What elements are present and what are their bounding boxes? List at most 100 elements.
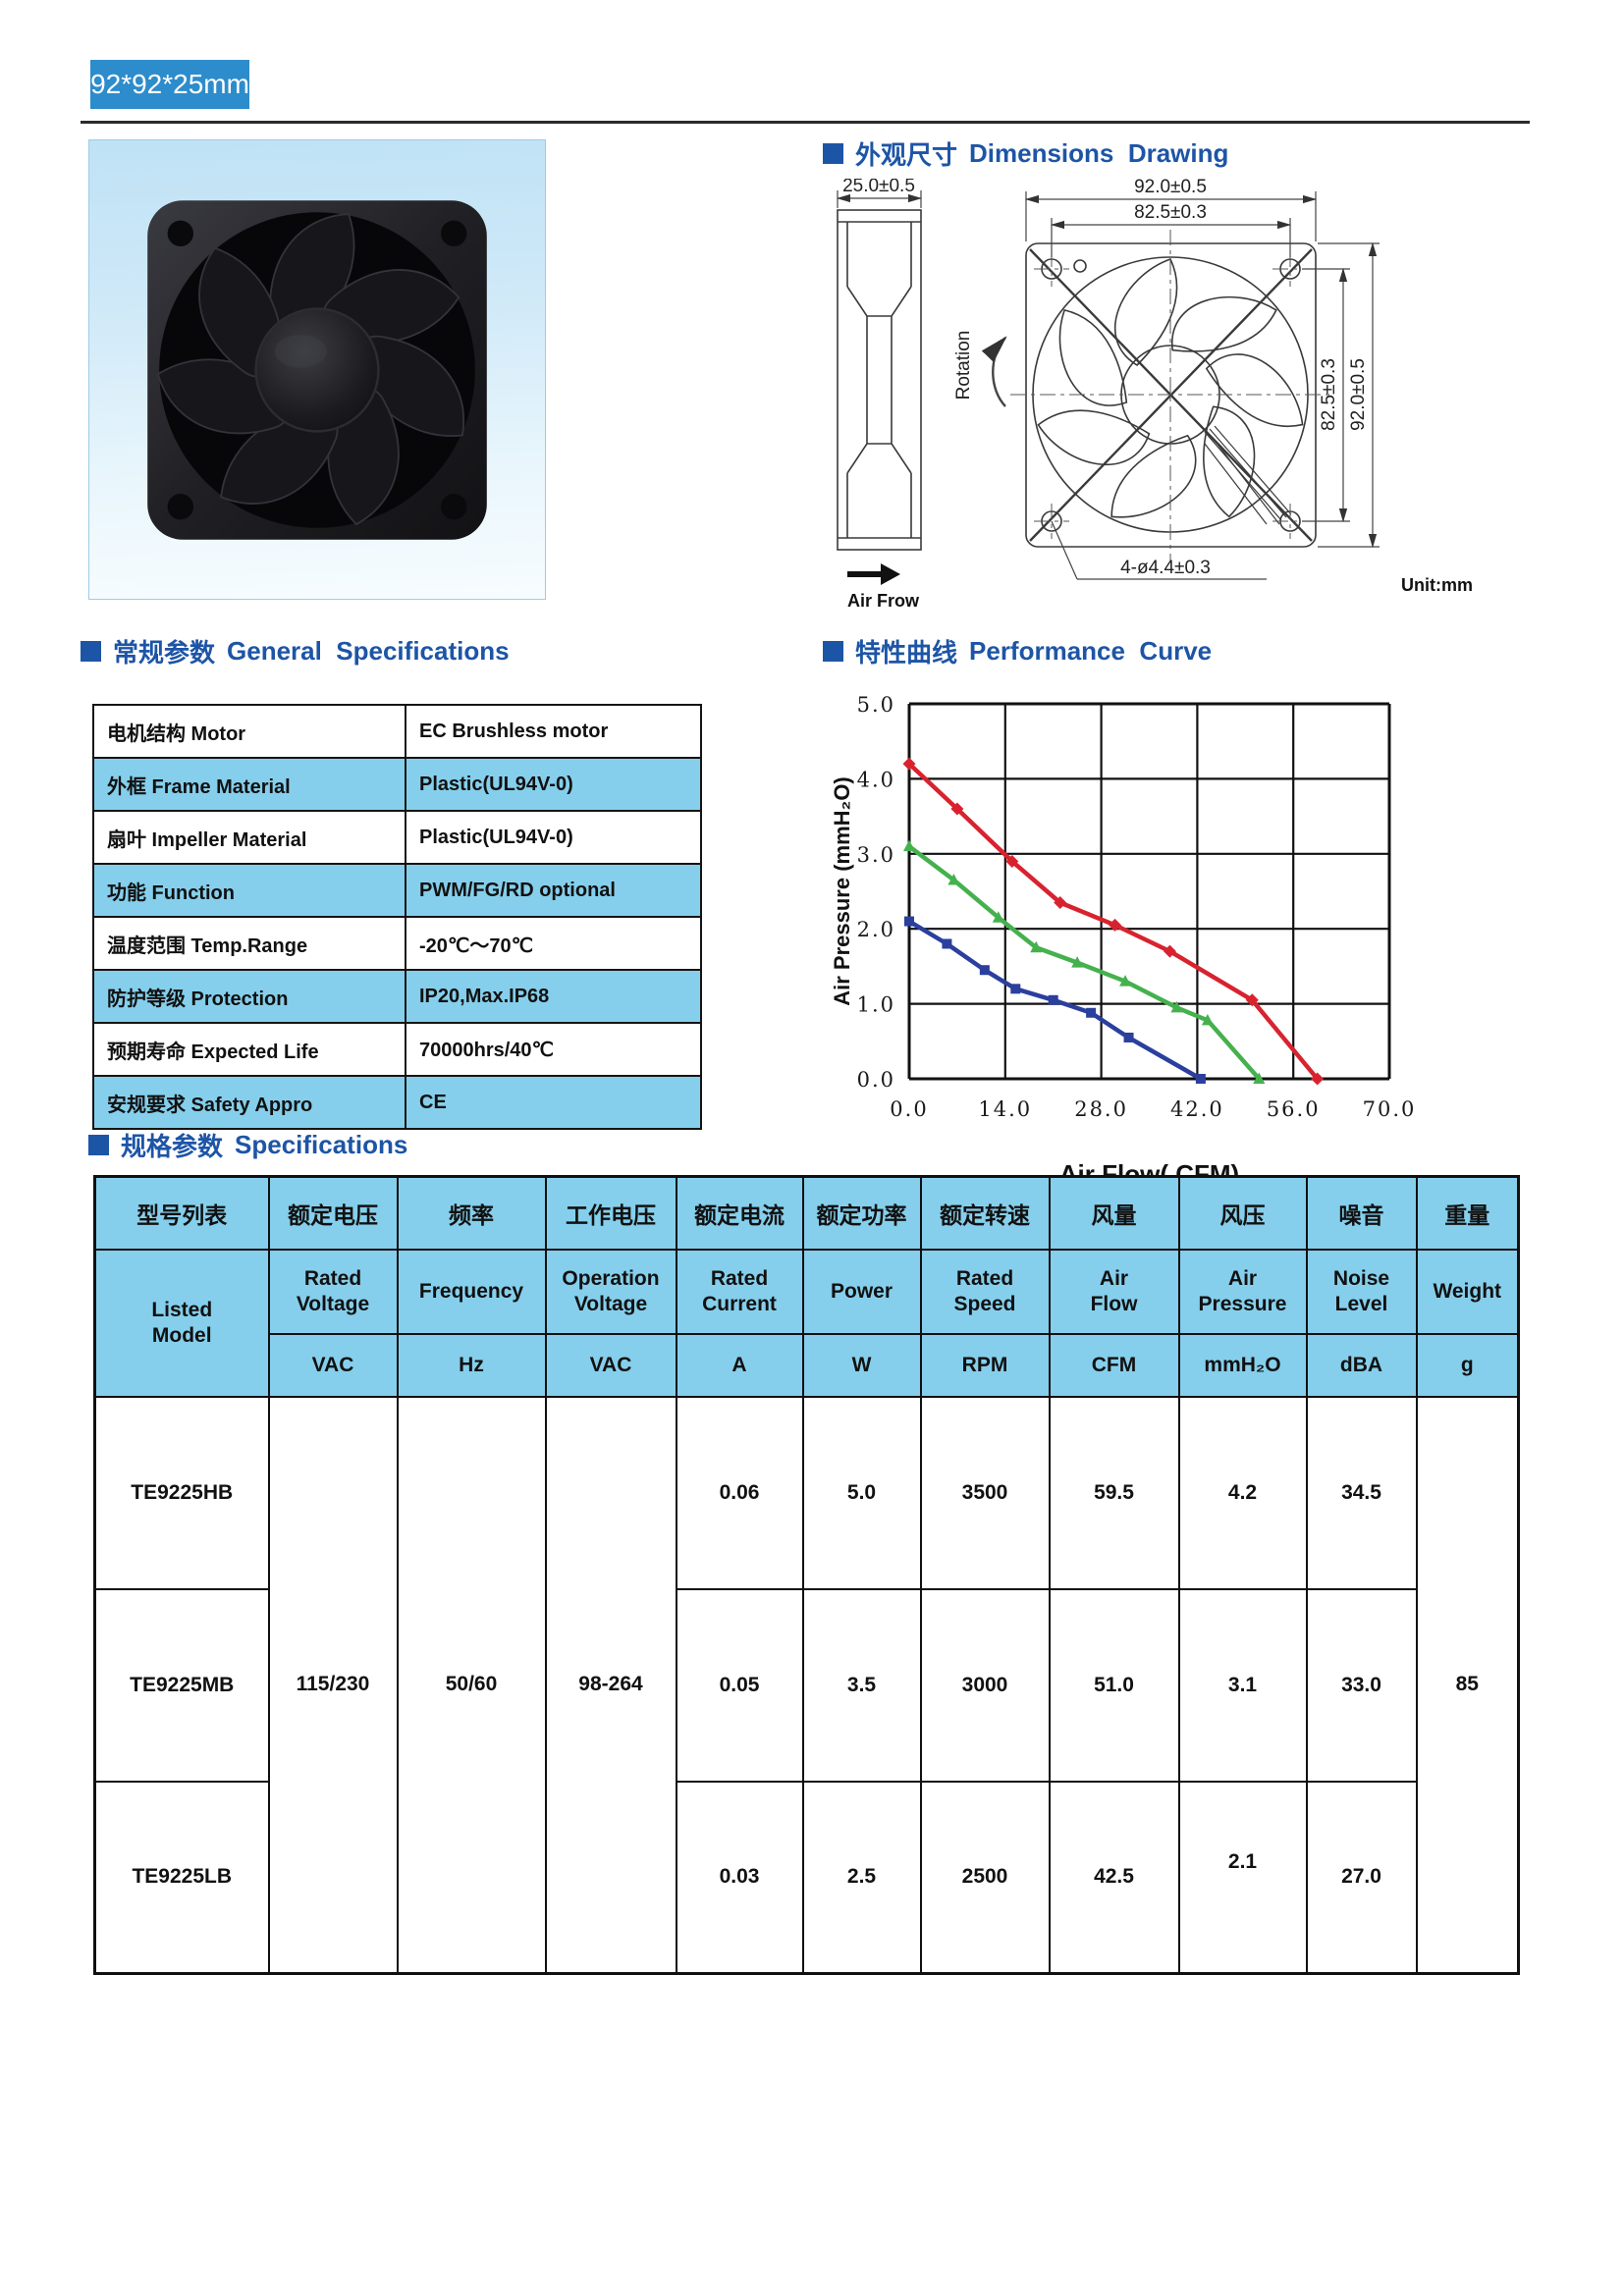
x-tick-label: 28.0 [1074,1097,1128,1121]
col-header-zh: 风压 [1177,1175,1308,1251]
header-divider [81,121,1530,124]
cell-pressure: 4.2 [1177,1395,1308,1590]
curve-TE9225HB [906,761,1320,1082]
cell-current: 0.03 [675,1780,804,1975]
spec-value: Plastic(UL94V-0) [405,810,702,865]
dim-width: 92.0±0.5 [1134,179,1207,197]
section-title-zh: 规格参数 [121,1132,224,1161]
section-bullet [823,143,843,164]
general-specifications-table: 电机结构 Motor EC Brushless motor 外框 Frame M… [92,704,702,1130]
col-header-en: Rated Speed [919,1248,1051,1335]
y-tick-label: 3.0 [857,843,895,867]
col-header-zh: 额定转速 [919,1175,1051,1251]
x-tick-label: 14.0 [978,1097,1032,1121]
x-tick-label: 42.0 [1170,1097,1224,1121]
spec-value: 70000hrs/40℃ [405,1022,702,1077]
col-header-en: Rated Voltage [267,1248,399,1335]
dim-side-hole-pitch: 82.5±0.3 [1319,358,1339,431]
product-photo [88,139,546,600]
table-row: 外框 Frame Material Plastic(UL94V-0) [92,757,702,812]
table-row: 电机结构 Motor EC Brushless motor [92,704,702,759]
cell-frequency: 50/60 [396,1395,547,1975]
col-header-en: Power [801,1248,922,1335]
col-header-en: Noise Level [1305,1248,1418,1335]
col-unit: VAC [267,1332,399,1398]
cell-model: TE9225LB [93,1780,270,1975]
curve-TE9225MB [906,843,1262,1082]
col-header-en: Frequency [396,1248,547,1335]
spec-label: 温度范围 Temp.Range [92,916,406,971]
dim-depth: 25.0±0.5 [842,179,915,196]
y-tick-label: 5.0 [857,693,895,717]
dimensions-drawing: 25.0±0.5 92.0±0.5 82.5±0.3 82.5±0.3 92.0… [820,179,1532,625]
col-unit: Hz [396,1332,547,1398]
col-header-en: Operation Voltage [544,1248,677,1335]
y-tick-label: 2.0 [857,918,895,941]
table-row: 防护等级 Protection IP20,Max.IP68 [92,969,702,1024]
y-axis-title: Air Pressure (mmH₂O) [830,776,854,1006]
table-row: 扇叶 Impeller Material Plastic(UL94V-0) [92,810,702,865]
table-row: 安规要求 Safety Appro CE [92,1075,702,1130]
spec-label: 防护等级 Protection [92,969,406,1024]
section-curve-header: 特性曲线 Performance Curve [823,633,1212,669]
section-dimensions-header: 外观尺寸 Dimensions Drawing [823,135,1228,172]
section-title-en: Specifications [235,1130,408,1159]
cell-weight: 85 [1415,1395,1520,1975]
cell-speed: 3000 [919,1587,1051,1783]
curve-TE9225LB [906,919,1204,1082]
dim-holes: 4-ø4.4±0.3 [1120,558,1211,578]
col-header-zh: 频率 [396,1175,547,1251]
cell-airflow: 42.5 [1048,1780,1180,1975]
section-bullet [81,641,101,662]
col-header-zh: 工作电压 [544,1175,677,1251]
airflow-arrow-icon [847,563,900,585]
table-row: Listed Model Rated Voltage Frequency Ope… [93,1248,1520,1398]
col-unit: CFM [1048,1332,1180,1398]
spec-label: 预期寿命 Expected Life [92,1022,406,1077]
cell-speed: 3500 [919,1395,1051,1590]
spec-label: 扇叶 Impeller Material [92,810,406,865]
section-title-zh: 特性曲线 [855,638,958,667]
cell-airflow: 59.5 [1048,1395,1180,1590]
col-unit: A [675,1332,804,1398]
spec-value: PWM/FG/RD optional [405,863,702,918]
dim-hole-pitch: 82.5±0.3 [1134,202,1207,223]
col-header-en: Air Pressure [1177,1248,1308,1335]
cell-power: 5.0 [801,1395,922,1590]
col-header-zh: 额定电流 [675,1175,804,1251]
section-title-zh: 外观尺寸 [855,140,958,170]
table-row: TE9225MB 0.05 3.5 3000 51.0 3.1 33.0 [93,1587,1519,1783]
airflow-label: Air Frow [847,591,920,611]
cell-model: TE9225HB [93,1395,270,1590]
col-header-en: Air Flow [1048,1248,1180,1335]
table-row: 温度范围 Temp.Range -20℃～70℃ [92,916,702,971]
y-tick-label: 4.0 [857,768,895,791]
size-badge: 92*92*25mm [90,60,249,109]
cell-noise: 27.0 [1305,1780,1418,1975]
spec-value: CE [405,1075,702,1130]
col-header-zh: 额定功率 [801,1175,922,1251]
col-unit: mmH₂O [1177,1332,1308,1398]
spec-label: 功能 Function [92,863,406,918]
col-header-zh: 额定电压 [267,1175,399,1251]
col-header-zh: 型号列表 [93,1175,270,1251]
section-general-header: 常规参数 General Specifications [81,633,510,669]
section-title-en: Dimensions Drawing [969,138,1229,168]
cell-noise: 33.0 [1305,1587,1418,1783]
col-header-en: Listed Model [93,1248,270,1398]
cell-power: 2.5 [801,1780,922,1975]
cell-operation-voltage: 98-264 [544,1395,677,1975]
cell-noise: 34.5 [1305,1395,1418,1590]
cell-pressure: 2.1 [1177,1780,1308,1975]
spec-label: 外框 Frame Material [92,757,406,812]
table-row: 型号列表 额定电压 频率 工作电压 额定电流 额定功率 额定转速 风量 风压 噪… [93,1175,1520,1251]
spec-value: Plastic(UL94V-0) [405,757,702,812]
section-bullet [88,1135,109,1155]
section-specs-header: 规格参数 Specifications [88,1127,407,1163]
y-tick-label: 0.0 [857,1068,895,1092]
unit-label: Unit:mm [1401,575,1473,595]
cell-rated-voltage: 115/230 [267,1395,399,1975]
spec-value: EC Brushless motor [405,704,702,759]
col-header-en: Rated Current [675,1248,804,1335]
cell-speed: 2500 [919,1780,1051,1975]
